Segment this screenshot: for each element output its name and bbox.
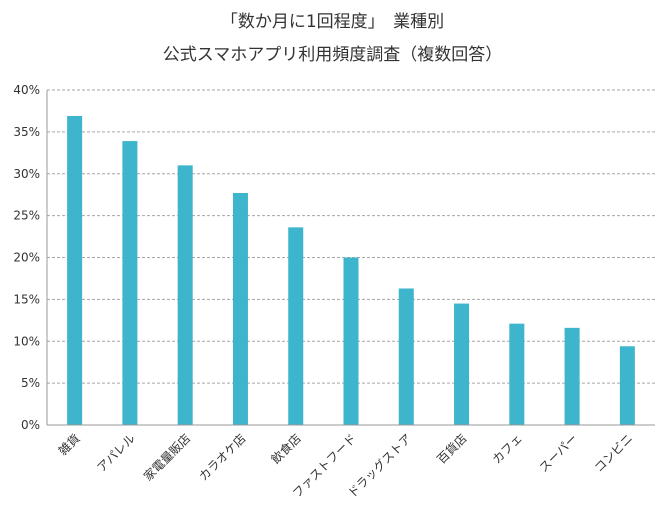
x-tick-labels: 雑貨 アパレル 家電量販店 カラオケ店 飲食店ファストフードドラッグストア 百貨店 カフェス… [55, 431, 635, 501]
y-tick-label: 10% [13, 334, 40, 348]
y-tick-label: 40% [13, 83, 40, 97]
bar [398, 288, 414, 425]
x-tick-label: アパレル [94, 431, 138, 475]
bar [232, 193, 248, 425]
y-tick-label: 35% [13, 125, 40, 139]
bars [67, 115, 635, 426]
bar [177, 165, 193, 425]
x-tick-label: カフェ [490, 431, 525, 466]
bar [288, 227, 304, 425]
x-tick-label: コンビニ [592, 431, 636, 475]
y-tick-label: 25% [13, 209, 40, 223]
y-tick-label: 30% [13, 167, 40, 181]
x-tick-label: スーパー [536, 431, 580, 475]
x-tick-label: カラオケ店 [196, 431, 248, 483]
bar [619, 346, 635, 425]
x-tick-label: 家電量販店 [140, 431, 193, 484]
x-tick-label: 百貨店 [434, 431, 470, 467]
y-tick-label: 0% [21, 418, 40, 432]
y-tick-label: 5% [21, 376, 40, 390]
chart-title-line-1: 「数か月に1回程度」 業種別 [220, 12, 445, 32]
bar [343, 257, 359, 425]
bar [564, 327, 580, 425]
x-tick-label: 雑貨 [55, 431, 83, 459]
y-tick-label: 15% [13, 292, 40, 306]
y-tick-labels: 0% 5% 10% 15% 20% 25% 30% 35% 40% [13, 83, 40, 432]
y-tick-label: 20% [13, 251, 40, 265]
bar [67, 115, 83, 426]
bar [509, 323, 525, 425]
bar [454, 303, 470, 425]
bar [122, 141, 138, 425]
gridlines [47, 89, 655, 384]
chart-title-line-2: 公式スマホアプリ利用頻度調査（複数回答） [162, 45, 503, 65]
axes [46, 90, 655, 426]
x-tick-label: 飲食店 [268, 431, 304, 467]
